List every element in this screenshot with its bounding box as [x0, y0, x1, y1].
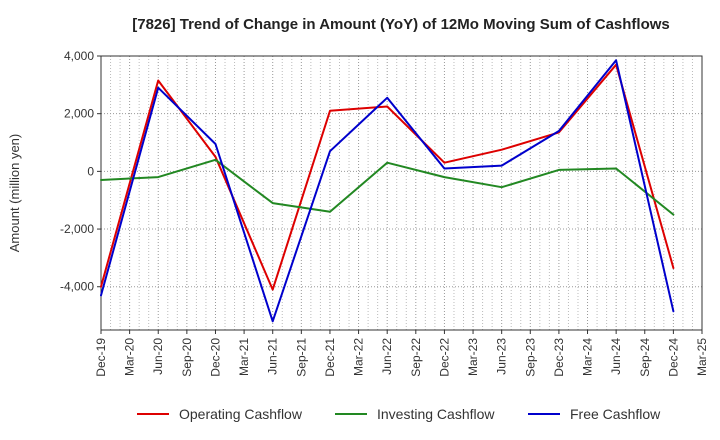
x-tick-label: Mar-24 — [581, 338, 595, 376]
x-tick-label: Dec-23 — [552, 338, 566, 377]
series-lines — [100, 59, 675, 323]
x-tick-label: Jun-24 — [609, 338, 623, 375]
series-line-investing-cashflow — [100, 158, 675, 216]
x-tick-label: Jun-21 — [266, 338, 280, 375]
x-tick-label: Sep-23 — [523, 338, 537, 377]
y-tick-label: 4,000 — [64, 49, 94, 63]
grid-lines — [100, 55, 703, 330]
y-tick-label: 0 — [87, 164, 94, 178]
x-tick-label: Mar-25 — [695, 338, 709, 376]
x-tick-label: Sep-24 — [638, 338, 652, 377]
x-tick-label: Dec-20 — [208, 338, 222, 377]
x-tick-label: Sep-22 — [409, 338, 423, 377]
series-line-operating-cashflow — [100, 63, 675, 291]
x-tick-label: Jun-22 — [380, 338, 394, 375]
y-axis-ticks: 4,000 2,000 0 -2,000 -4,000 — [60, 49, 101, 294]
legend: Operating Cashflow Investing Cashflow Free… — [137, 406, 661, 422]
x-tick-label: Mar-22 — [352, 338, 366, 376]
x-tick-label: Jun-20 — [151, 338, 165, 375]
x-tick-label: Mar-20 — [123, 338, 137, 376]
x-tick-label: Dec-21 — [323, 338, 337, 377]
x-tick-label: Sep-21 — [294, 338, 308, 377]
series-line-free-cashflow — [100, 59, 675, 323]
x-tick-label: Mar-23 — [466, 338, 480, 376]
y-axis-label: Amount (million yen) — [7, 134, 22, 253]
x-tick-label: Dec-24 — [666, 338, 680, 377]
x-axis-ticks: Dec-19 Mar-20 Jun-20 Sep-20 Dec-20 Mar-21 Jun-… — [94, 330, 709, 377]
plot-border — [100, 55, 703, 331]
legend-label: Operating Cashflow — [179, 406, 303, 422]
x-tick-label: Dec-19 — [94, 338, 108, 377]
x-tick-label: Dec-22 — [437, 338, 451, 377]
x-tick-label: Sep-20 — [180, 338, 194, 377]
x-tick-label: Mar-21 — [237, 338, 251, 376]
legend-label: Investing Cashflow — [377, 406, 495, 422]
y-tick-label: -2,000 — [60, 222, 94, 236]
plot-area — [100, 55, 703, 331]
chart-title: [7826] Trend of Change in Amount (YoY) o… — [132, 16, 670, 33]
y-tick-label: -4,000 — [60, 280, 94, 294]
legend-label: Free Cashflow — [570, 406, 661, 422]
y-tick-label: 2,000 — [64, 107, 94, 121]
x-tick-label: Jun-23 — [495, 338, 509, 375]
